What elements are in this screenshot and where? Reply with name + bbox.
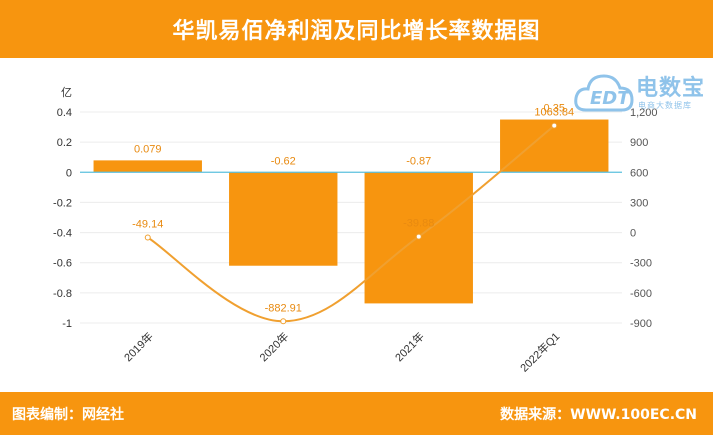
y-left-tick-label: -1 — [62, 318, 72, 330]
y-left-tick-label: -0.6 — [53, 258, 72, 270]
y-right-tick-label: 600 — [630, 167, 648, 179]
chart-title: 华凯易佰净利润及同比增长率数据图 — [172, 19, 541, 44]
y-right-tick-label: 0 — [630, 228, 636, 240]
x-tick-label: 2019年 — [121, 329, 156, 364]
x-tick-label: 2020年 — [256, 329, 291, 364]
line-point — [415, 233, 422, 240]
line-value-label: -39.88 — [403, 218, 434, 230]
chart-area: 0.079 -0.62 -0.87 0.35 -49.14 -882.91 -39.88 10… — [53, 86, 658, 375]
line-point — [144, 234, 151, 241]
y-left-tick-label: 0.2 — [57, 137, 72, 149]
y-right-tick-label: 300 — [630, 197, 648, 209]
y-right-tick-label: 900 — [630, 137, 648, 149]
y-left-tick-label: -0.2 — [53, 197, 72, 209]
logo-name: 电数宝 — [636, 76, 706, 101]
growth-rate-line — [147, 124, 555, 323]
chart-title-banner: 华凯易佰净利润及同比增长率数据图 — [0, 0, 713, 58]
y-right-tick-label: -300 — [630, 258, 652, 270]
cloud-logo-icon — [574, 74, 634, 112]
footer-banner: 图表编制：网经社 数据来源：WWW.100EC.CN — [0, 392, 713, 435]
bar — [229, 172, 338, 266]
y-left-tick-label: 0.4 — [57, 107, 72, 119]
labels-layer: 0.079 -0.62 -0.87 0.35 -49.14 -882.91 -39.88 10… — [132, 103, 574, 315]
bar-value-label: -0.62 — [271, 155, 296, 167]
y-left-tick-label: -0.4 — [53, 228, 72, 240]
line-value-label: -882.91 — [265, 302, 302, 314]
bar-value-label: 0.079 — [134, 143, 162, 155]
y-right-tick-label: -600 — [630, 288, 652, 300]
line-point — [551, 122, 558, 129]
footer-source: 数据来源：WWW.100EC.CN — [500, 407, 697, 423]
bar — [93, 160, 202, 173]
x-tick-label: 2022年Q1 — [517, 329, 562, 374]
bars-layer — [93, 119, 609, 304]
y-right-tick-label: -900 — [630, 318, 652, 330]
x-tick-label: 2021年 — [392, 329, 427, 364]
y-left-tick-label: -0.8 — [53, 288, 72, 300]
bar-value-label: -0.87 — [406, 155, 431, 167]
line-point — [280, 318, 287, 325]
logo-mark: EDT — [590, 88, 630, 109]
bar-value-label: 0.35 — [544, 103, 565, 115]
y-left-tick-label: 0 — [66, 167, 72, 179]
footer-credit: 图表编制：网经社 — [12, 407, 124, 423]
y-right-tick-label: 1,200 — [630, 107, 658, 119]
logo-subtitle: 电商大数据库 — [638, 101, 692, 110]
line-value-label: -49.14 — [132, 219, 163, 231]
line-value-label: 1063.84 — [534, 107, 574, 119]
line-layer — [144, 122, 558, 325]
y-left-unit-label: 亿 — [61, 86, 72, 99]
